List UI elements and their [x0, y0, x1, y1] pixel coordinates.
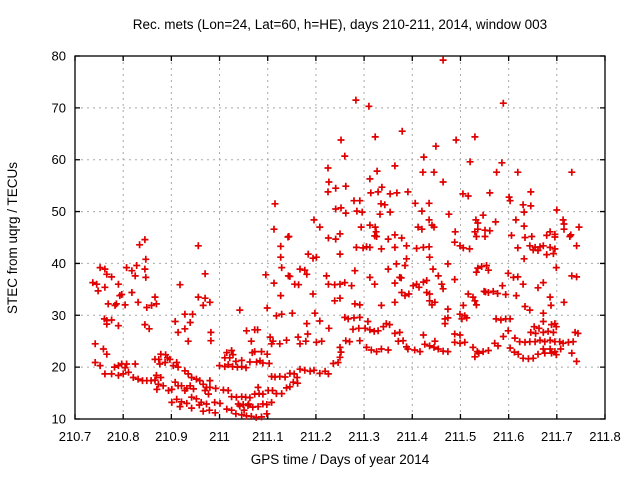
y-tick-label: 30	[52, 308, 66, 323]
x-tick-label: 211.2	[300, 429, 332, 444]
y-tick-label: 60	[52, 152, 66, 167]
plot-border	[74, 55, 606, 420]
x-tick-label: 210.9	[155, 429, 188, 444]
y-tick-label: 70	[52, 100, 66, 115]
y-tick-label: 10	[52, 412, 66, 427]
y-axis-label: STEC from uqrg / TECUs	[5, 162, 20, 314]
x-tick-label: 211.4	[396, 429, 428, 444]
y-tick-label: 40	[52, 256, 66, 271]
x-tick-label: 211.3	[348, 429, 380, 444]
x-tick-label: 211.7	[541, 429, 573, 444]
x-tick-label: 211.5	[445, 429, 477, 444]
x-tick-label: 211	[209, 429, 230, 444]
chart-title: Rec. mets (Lon=24, Lat=60, h=HE), days 2…	[133, 17, 547, 32]
x-tick-label: 210.8	[107, 429, 140, 444]
x-tick-label: 210.7	[59, 429, 92, 444]
x-axis-label: GPS time / Days of year 2014	[251, 452, 430, 467]
x-tick-label: 211.6	[493, 429, 525, 444]
data-points	[89, 56, 583, 421]
y-tick-label: 80	[52, 49, 66, 64]
tick-marks	[74, 55, 606, 420]
y-tick-label: 20	[52, 360, 66, 375]
x-tick-label: 211.8	[589, 429, 621, 444]
x-tick-label: 211.1	[252, 429, 284, 444]
y-tick-label: 50	[52, 204, 66, 219]
